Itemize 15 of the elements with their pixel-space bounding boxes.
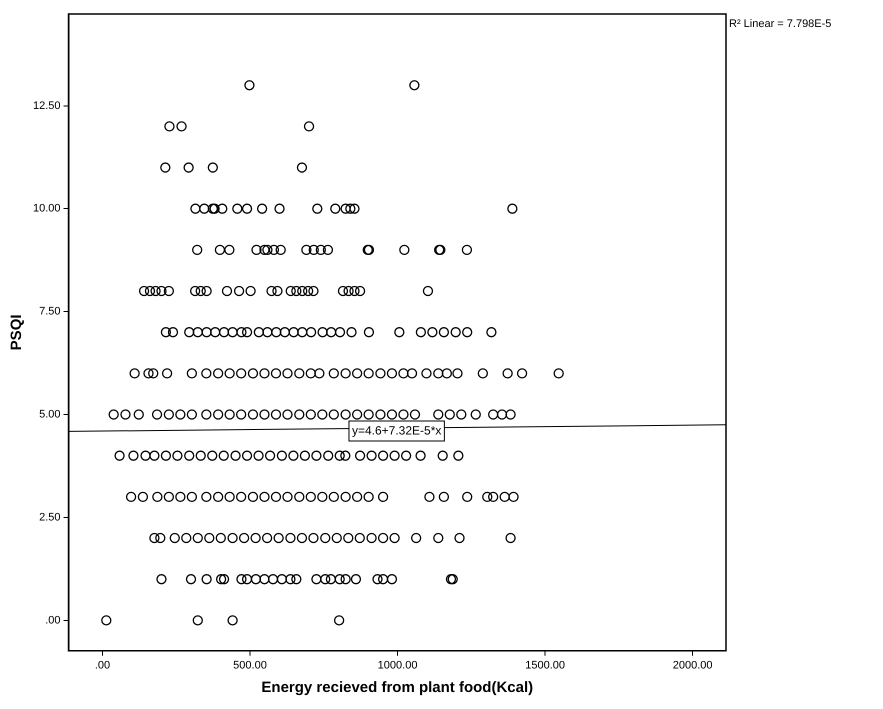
y-tick-label: 7.50 [39,306,61,318]
x-tick-label: .00 [94,659,110,672]
y-axis-title: PSQI [8,314,26,350]
annotation: y=4.6+7.32E-5*x [352,423,442,438]
x-tick-label: 1500.00 [525,659,565,672]
x-axis-title: Energy recieved from plant food(Kcal) [261,679,534,696]
y-tick-label: 2.50 [39,511,61,524]
x-tick-label: 1000.00 [378,659,418,672]
text: R² Linear = 7.798E-5 [729,18,832,30]
y-tick-label: 5.00 [39,408,61,421]
y-tick-label: 12.50 [32,100,61,112]
x-tick-label: 500.00 [233,659,267,672]
x-tick-label: 2000.00 [672,659,713,672]
y-tick-label: .00 [45,614,61,626]
y-tick-label: 10.00 [32,202,61,215]
